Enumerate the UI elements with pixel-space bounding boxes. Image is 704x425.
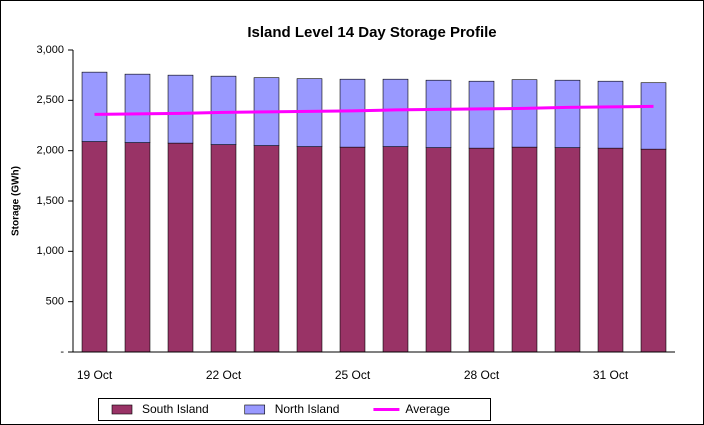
legend-key (244, 404, 266, 415)
y-tick-label: 2,500 (36, 94, 64, 106)
y-tick-label: 500 (46, 296, 64, 308)
bar (640, 82, 667, 150)
bar (554, 147, 581, 353)
bar (210, 144, 237, 353)
bar (296, 146, 323, 353)
y-axis-title: Storage (GWh) (11, 166, 22, 236)
bar (124, 73, 151, 143)
bar (210, 75, 237, 145)
bar (253, 145, 280, 353)
chart-title: Island Level 14 Day Storage Profile (247, 24, 496, 41)
legend-label: Average (405, 402, 450, 416)
legend-key (111, 404, 133, 415)
average-line (94, 104, 654, 116)
bar (382, 78, 409, 147)
bar (425, 79, 452, 148)
legend-label: South Island (142, 402, 209, 416)
bar (468, 147, 495, 353)
x-tick-label: 31 Oct (593, 368, 629, 382)
x-tick-label: 22 Oct (206, 368, 242, 382)
bar (81, 71, 108, 142)
y-tick-label: 3,000 (36, 44, 64, 56)
bar (554, 79, 581, 148)
bar (640, 148, 667, 353)
bar (339, 78, 366, 148)
bar (425, 147, 452, 353)
bar (167, 74, 194, 144)
legend-box (98, 398, 491, 421)
bar (124, 142, 151, 353)
y-tick-label: 1,000 (36, 245, 64, 257)
legend-label: North Island (275, 402, 340, 416)
bar (81, 141, 108, 353)
bar (511, 79, 538, 148)
bar (468, 80, 495, 149)
y-tick-label: - (60, 346, 64, 358)
bar (167, 142, 194, 353)
x-tick-label: 19 Oct (77, 368, 113, 382)
bar (382, 146, 409, 353)
bar (597, 147, 624, 353)
y-tick-label: 1,500 (36, 195, 64, 207)
bar (339, 146, 366, 353)
x-tick-label: 28 Oct (464, 368, 500, 382)
bar (597, 80, 624, 149)
x-tick-label: 25 Oct (335, 368, 371, 382)
y-tick-label: 2,000 (36, 145, 64, 157)
bar (511, 146, 538, 353)
